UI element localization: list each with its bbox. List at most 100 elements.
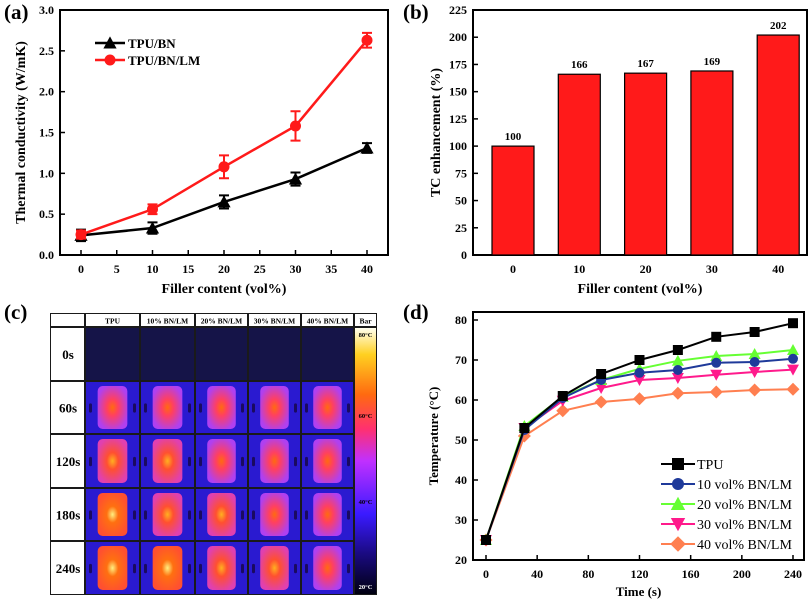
x-tick-label: 30 <box>706 262 718 276</box>
chip-slot <box>347 456 350 467</box>
row-header <box>51 489 84 540</box>
legend-label: TPU <box>697 458 723 473</box>
thermal-image <box>302 435 353 487</box>
thermal-image <box>249 435 300 487</box>
thermal-image <box>249 328 300 380</box>
chip-slot <box>89 510 92 520</box>
data-point <box>594 395 608 409</box>
column-header-label: TPU <box>105 317 121 326</box>
chip-slot <box>252 563 255 574</box>
data-point <box>711 357 722 368</box>
data-point <box>786 382 800 396</box>
x-tick-label: 200 <box>733 567 751 581</box>
thermal-image <box>196 328 247 380</box>
legend-entry: 20 vol% BN/LM <box>661 496 792 513</box>
legend-marker <box>672 478 684 490</box>
y-axis-label: Temperature (°C) <box>426 387 441 486</box>
chip-slot <box>199 563 202 574</box>
plot-frame <box>472 311 805 561</box>
legend-label: 40 vol% BN/LM <box>697 538 792 553</box>
y-tick-label: 100 <box>449 139 467 153</box>
y-tick-label: 3.0 <box>39 3 54 17</box>
x-tick-label: 15 <box>182 262 194 276</box>
series-tpu-bn: TPU/BN <box>74 36 374 243</box>
y-tick-label: 125 <box>449 112 467 126</box>
legend-entry: 40 vol% BN/LM <box>661 536 792 553</box>
y-tick-label: 1.0 <box>39 166 54 180</box>
data-label: 169 <box>704 56 721 68</box>
data-point <box>595 383 608 394</box>
heated-chip <box>97 546 128 590</box>
thermal-image <box>86 542 139 594</box>
data-point <box>556 404 570 418</box>
legend-entry: TPU <box>661 458 723 473</box>
chip-slot <box>241 563 244 574</box>
x-tick-label: 120 <box>631 567 649 581</box>
chip-slot <box>241 403 244 413</box>
row-header-label: 0s <box>62 347 74 362</box>
legend-label: TPU/BN/LM <box>128 53 200 68</box>
data-point <box>788 318 798 329</box>
y-tick-label: 75 <box>455 166 467 180</box>
y-tick-label: 25 <box>455 221 467 235</box>
x-tick-label: 40 <box>772 262 784 276</box>
y-tick-label: 0.5 <box>39 207 54 221</box>
y-tick-label: 175 <box>449 57 467 71</box>
chip-slot <box>347 563 350 574</box>
thermal-image <box>249 382 300 433</box>
corner-cell <box>51 314 84 326</box>
thermal-image <box>86 489 139 540</box>
bar <box>756 34 800 256</box>
legend-label: 10 vol% BN/LM <box>697 478 792 493</box>
x-tick-label: 0 <box>78 262 84 276</box>
chip-slot <box>294 456 297 467</box>
column-header-label: Bar <box>359 317 372 326</box>
chip-slot <box>305 510 308 520</box>
data-point <box>787 344 799 355</box>
y-tick-label: 30 <box>455 513 467 527</box>
legend-label: 20 vol% BN/LM <box>697 498 792 513</box>
thermal-image-table: TPU 10% BN/LM 20% BN/LM 30% BN/LM 40% BN/LM B… <box>50 313 377 595</box>
data-point <box>788 353 798 364</box>
chip-slot <box>133 403 136 413</box>
thermal-image <box>141 328 194 380</box>
thermal-image <box>302 542 353 594</box>
thermal-image <box>141 435 194 487</box>
heated-chip <box>152 439 183 483</box>
chip-slot <box>199 510 202 520</box>
legend-marker <box>103 36 117 49</box>
data-point <box>749 327 760 337</box>
thermal-background <box>249 328 300 380</box>
data-point <box>711 331 722 342</box>
data-point <box>748 383 762 397</box>
x-tick-label: 10 <box>147 262 159 276</box>
y-tick-label: 70 <box>455 353 467 367</box>
y-tick-label: 40 <box>455 473 467 487</box>
heated-chip <box>97 386 128 429</box>
panel-label-d: (d) <box>403 300 429 324</box>
chip-slot <box>241 510 244 520</box>
heated-chip <box>313 546 342 590</box>
series-tpu <box>481 318 798 545</box>
series-tpu-bn-lm: TPU/BN/LM <box>75 31 373 241</box>
panel-label-b: (b) <box>403 0 429 24</box>
chip-slot <box>305 563 308 574</box>
chip-slot <box>294 403 297 413</box>
chart-d: 0 40 80 120 160 200 240 20 30 40 50 60 70 80 Time (s) T… <box>426 311 805 599</box>
x-tick-label: 25 <box>254 262 266 276</box>
thermal-image <box>86 382 139 433</box>
data-point <box>290 120 301 132</box>
data-point <box>749 357 760 367</box>
heated-chip <box>152 546 183 590</box>
legend-marker <box>104 54 116 66</box>
data-point <box>218 161 230 173</box>
data-point <box>288 172 303 185</box>
chip-slot <box>144 563 147 574</box>
legend-entry: 30 vol% BN/LM <box>661 518 792 533</box>
row-header-label: 180s <box>56 508 81 523</box>
chip-slot <box>89 403 92 413</box>
y-tick-label: 225 <box>449 3 467 17</box>
column-header-label: 40% BN/LM <box>307 317 348 326</box>
thermal-image <box>302 382 353 433</box>
heated-chip <box>207 386 236 429</box>
